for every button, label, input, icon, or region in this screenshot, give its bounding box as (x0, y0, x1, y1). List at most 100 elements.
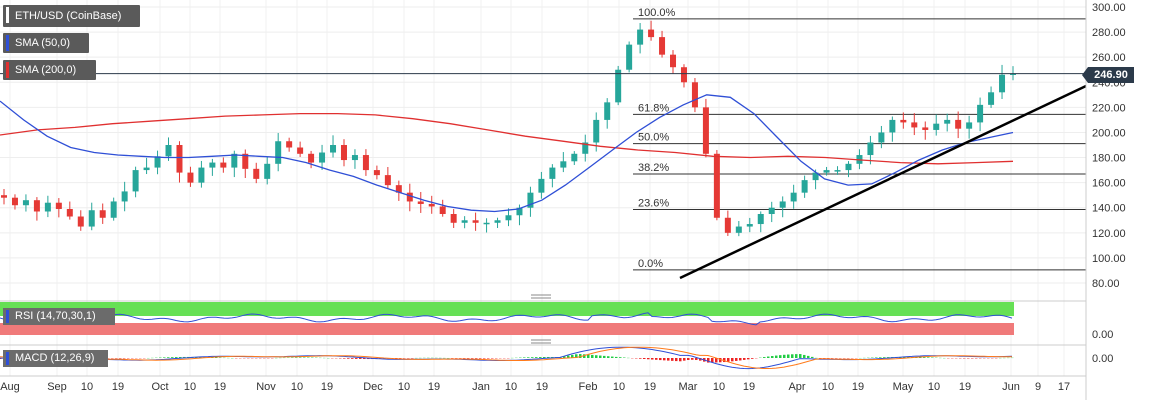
candle-body (319, 153, 325, 163)
macd-histogram-bar (603, 356, 606, 358)
x-tick-label: 19 (112, 381, 124, 393)
candle-body (187, 173, 193, 183)
macd-histogram-bar (663, 358, 666, 360)
candle-body (769, 208, 775, 214)
candle-body (100, 210, 106, 218)
x-tick-label: 10 (505, 381, 517, 393)
candle-body (89, 210, 95, 226)
macd-histogram-bar (607, 356, 610, 358)
x-tick-label: Aug (0, 381, 20, 393)
x-tick-label: Sep (47, 381, 67, 393)
sma50-legend[interactable]: SMA (50,0) (3, 33, 89, 53)
candle-body (473, 220, 479, 223)
candle-body (144, 168, 150, 171)
candle-body (253, 169, 259, 179)
x-tick-label: Nov (256, 381, 276, 393)
macd-histogram-bar (359, 358, 362, 359)
candle-body (714, 154, 720, 218)
candle-body (593, 120, 599, 143)
sma200-legend[interactable]: SMA (200,0) (3, 60, 96, 80)
macd-histogram-bar (811, 357, 814, 358)
macd-histogram-bar (639, 358, 642, 359)
candle-body (111, 201, 117, 217)
candle-body (845, 164, 851, 170)
candle-body (155, 156, 161, 167)
y-tick-label: 120.00 (1092, 228, 1126, 240)
macd-histogram-bar (523, 357, 526, 358)
x-tick-label: 17 (1058, 381, 1070, 393)
x-tick-label: 10 (928, 381, 940, 393)
macd-histogram-bar (535, 357, 538, 358)
candle-body (231, 154, 237, 168)
rsi-oversold-zone (0, 323, 1014, 335)
macd-histogram-bar (591, 355, 594, 358)
candle-body (725, 218, 731, 233)
x-tick-label: Feb (579, 381, 598, 393)
candle-body (944, 120, 950, 124)
candle-body (122, 191, 128, 201)
candle-body (220, 163, 226, 168)
candle-body (615, 70, 621, 103)
fib-level-label: 23.6% (638, 197, 669, 209)
macd-histogram-bar (351, 358, 354, 359)
macd-histogram-bar (479, 358, 482, 359)
candle-body (889, 120, 895, 133)
x-tick-label: May (893, 381, 914, 393)
macd-histogram-bar (611, 357, 614, 358)
candle-body (429, 204, 435, 207)
y-tick-label: 140.00 (1092, 203, 1126, 215)
x-tick-label: 10 (291, 381, 303, 393)
macd-histogram-bar (675, 358, 678, 361)
macd-histogram-bar (927, 357, 930, 358)
macd-histogram-bar (743, 358, 746, 360)
candle-body (67, 209, 73, 217)
macd-histogram-bar (799, 354, 802, 358)
macd-histogram-bar (643, 358, 646, 359)
macd-histogram-bar (599, 356, 602, 358)
candle-body (198, 168, 204, 183)
candle-body (571, 154, 577, 162)
y-tick-label: 100.00 (1092, 253, 1126, 265)
x-tick-label: 19 (852, 381, 864, 393)
x-tick-label: Jan (472, 381, 490, 393)
y-tick-label: 180.00 (1092, 153, 1126, 165)
candle-body (966, 122, 972, 128)
candle-body (637, 30, 643, 45)
macd-histogram-bar (595, 355, 598, 358)
rsi-legend[interactable]: RSI (14,70,30,1) (3, 308, 115, 325)
candle-body (385, 175, 391, 185)
candle-body (56, 203, 62, 209)
macd-histogram-bar (659, 358, 662, 360)
candle-body (34, 200, 40, 211)
rsi-swatch (6, 310, 9, 323)
candle-body (374, 170, 380, 175)
macd-histogram-bar (679, 358, 682, 361)
candle-body (308, 154, 314, 163)
x-tick-label: Mar (679, 381, 698, 393)
y-tick-label: 160.00 (1092, 178, 1126, 190)
candle-body (791, 193, 797, 202)
fib-level-label: 61.8% (638, 102, 669, 114)
x-tick-label: Oct (151, 381, 168, 393)
fib-level-label: 38.2% (638, 162, 669, 174)
candle-body (440, 206, 446, 214)
macd-histogram-bar (655, 358, 658, 360)
candle-body (1, 195, 7, 198)
candle-body (988, 92, 994, 105)
candle-body (12, 198, 18, 206)
macd-histogram-bar (751, 358, 754, 359)
macd-histogram-bar (923, 357, 926, 358)
macd-histogram-bar (771, 356, 774, 358)
candle-body (297, 148, 303, 154)
macd-legend[interactable]: MACD (12,26,9) (3, 350, 108, 367)
macd-histogram-bar (803, 355, 806, 358)
macd-label: MACD (12,26,9) (15, 352, 94, 364)
candle-body (648, 30, 654, 38)
x-tick-label: 9 (1035, 381, 1041, 393)
candle-body (330, 145, 336, 153)
rsi-overbought-zone (0, 302, 1014, 316)
candle-body (275, 141, 281, 164)
last-price-tag: 246.90 (1088, 67, 1134, 83)
symbol-legend[interactable]: ETH/USD (CoinBase) (3, 5, 140, 27)
x-tick-label: 10 (184, 381, 196, 393)
